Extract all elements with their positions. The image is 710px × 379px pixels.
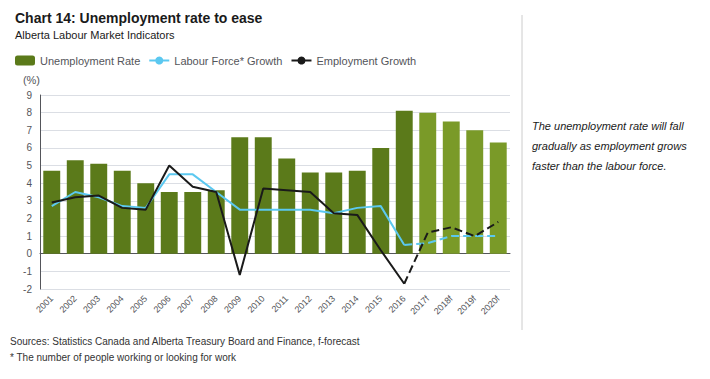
svg-text:Sources: Statistics Canada and: Sources: Statistics Canada and Alberta T… (10, 336, 360, 347)
svg-text:2016: 2016 (387, 293, 408, 314)
svg-text:1: 1 (26, 231, 32, 242)
svg-text:2011: 2011 (270, 293, 291, 314)
svg-text:The unemployment rate will fal: The unemployment rate will fall (532, 120, 684, 132)
svg-text:Labour Force* Growth: Labour Force* Growth (174, 55, 282, 67)
svg-text:2020f: 2020f (479, 293, 502, 316)
svg-text:2002: 2002 (58, 293, 79, 314)
svg-text:8: 8 (26, 107, 32, 118)
svg-text:2: 2 (26, 213, 32, 224)
svg-text:gradually as employment grows: gradually as employment grows (532, 140, 687, 152)
svg-text:faster than the labour force.: faster than the labour force. (532, 160, 667, 172)
svg-text:5: 5 (26, 160, 32, 171)
svg-text:2005: 2005 (128, 293, 149, 314)
svg-text:9: 9 (26, 90, 32, 101)
svg-text:Employment Growth: Employment Growth (316, 55, 416, 67)
svg-text:2014: 2014 (340, 293, 361, 314)
svg-text:2018f: 2018f (432, 293, 455, 316)
svg-text:2009: 2009 (222, 293, 243, 314)
svg-text:Unemployment Rate: Unemployment Rate (40, 55, 140, 67)
svg-text:2003: 2003 (81, 293, 102, 314)
svg-text:2006: 2006 (152, 293, 173, 314)
svg-text:2004: 2004 (105, 293, 126, 314)
svg-text:2013: 2013 (316, 293, 337, 314)
svg-text:3: 3 (26, 195, 32, 206)
svg-text:4: 4 (26, 178, 32, 189)
svg-text:0: 0 (26, 248, 32, 259)
svg-text:-1: -1 (23, 266, 32, 277)
svg-text:2012: 2012 (293, 293, 314, 314)
svg-text:Alberta Labour Market Indicato: Alberta Labour Market Indicators (15, 29, 175, 41)
svg-text:Chart 14: Unemployment rate to: Chart 14: Unemployment rate to ease (15, 10, 263, 26)
svg-text:2008: 2008 (199, 293, 220, 314)
svg-text:2001: 2001 (34, 293, 55, 314)
svg-text:* The number of people working: * The number of people working or lookin… (10, 352, 237, 363)
svg-text:-2: -2 (23, 284, 32, 295)
svg-text:2017f: 2017f (408, 293, 431, 316)
svg-text:2007: 2007 (175, 293, 196, 314)
svg-text:(%): (%) (23, 74, 40, 86)
svg-text:2010: 2010 (246, 293, 267, 314)
svg-text:7: 7 (26, 125, 32, 136)
svg-text:6: 6 (26, 142, 32, 153)
svg-text:2019f: 2019f (455, 293, 478, 316)
svg-text:2015: 2015 (363, 293, 384, 314)
